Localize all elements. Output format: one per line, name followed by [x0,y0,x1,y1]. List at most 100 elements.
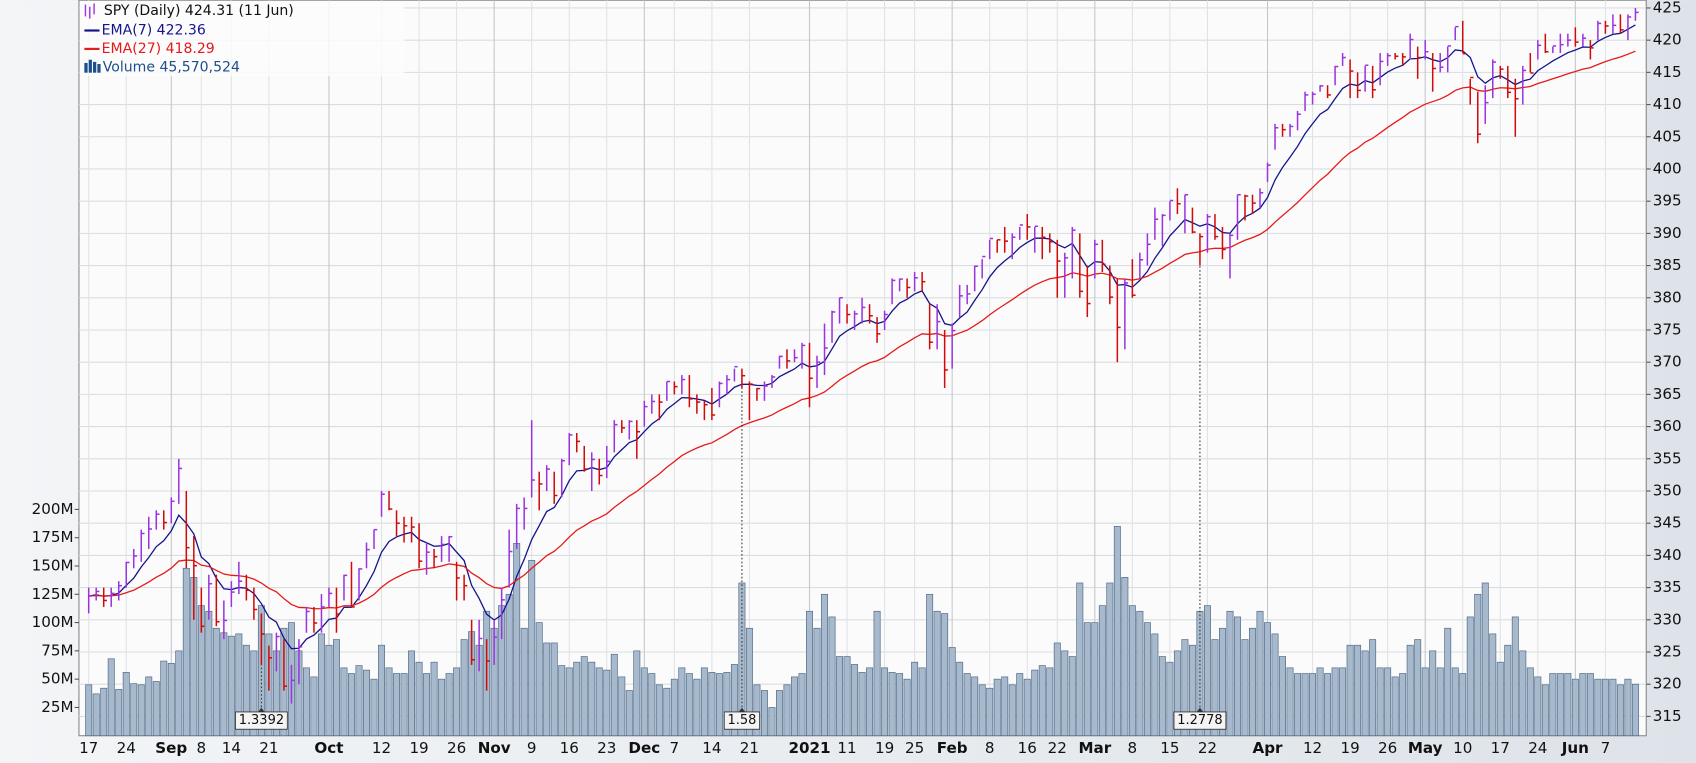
x-tick-label: 8 [1128,739,1138,757]
volume-bar [378,644,385,737]
legend-background [80,1,405,76]
x-tick-label: 26 [447,739,466,757]
volume-bar [1031,669,1039,737]
volume-bar [963,673,971,737]
x-tick-label: Feb [937,739,968,757]
volume-bar [445,673,453,737]
volume-bar [1361,650,1369,737]
volume-bar [1211,639,1219,737]
volume-bar [1241,639,1249,737]
volume-bar [115,689,123,737]
volume-bar [235,633,243,737]
x-tick-label: 19 [1340,739,1359,757]
x-tick-label: 26 [1378,739,1397,757]
volume-bar [1046,667,1054,737]
volume-bar [1309,673,1317,737]
volume-bar [355,665,363,737]
volume-bar [1121,576,1129,737]
x-tick-label: 12 [372,739,391,757]
volume-bar [1549,673,1557,737]
volume-bar [1001,676,1009,737]
x-tick-label: Oct [314,739,343,757]
volume-bar [550,642,558,737]
volume-bar [933,610,941,737]
volume-bar [145,676,153,737]
volume-bar [1451,667,1459,737]
volume-bar [1316,667,1324,737]
volume-bar [1294,673,1302,737]
volume-bar [92,693,100,737]
volume-bar [941,613,949,737]
volume-bar [212,627,220,737]
y-tick-label: 360 [1653,417,1682,435]
y-tick-label: 330 [1653,610,1682,628]
volume-bar [1586,673,1594,737]
volume-bar [693,678,701,737]
volume-bar [160,660,168,737]
x-tick-label: 22 [1198,739,1217,757]
axes-layer: 315 320 325 330 335 340 345 350 355 360 365 370 375 3… [32,0,1682,757]
legend-value: 45,570,524 [159,59,239,75]
y-tick-label: 365 [1653,385,1682,403]
volume-tick-label: 200M [32,500,74,518]
volume-bar [1016,673,1024,737]
volume-bar [565,667,573,737]
y-tick-label: 375 [1653,320,1682,338]
volume-bar [558,665,566,737]
volume-bar [1091,622,1099,737]
y-tick-label: 325 [1653,643,1682,661]
legend-entry: EMA(7) 422.36 [102,23,206,39]
x-tick-label: 25 [905,739,924,757]
volume-bar [1421,667,1429,737]
volume-bar [836,656,843,737]
volume-bar [1151,633,1159,737]
x-tick-label: 24 [117,739,136,757]
volume-bar [505,593,513,737]
volume-bar [873,610,881,737]
volume-bar [768,707,776,737]
volume-bar [137,684,145,737]
x-tick-label: 8 [197,739,207,757]
dividend-label: 1.58 [727,713,756,728]
volume-tick-label: 100M [32,613,74,631]
volume-bar [1556,673,1564,737]
volume-bar [911,661,919,737]
volume-bar [175,650,183,737]
y-tick-label: 390 [1653,224,1682,242]
volume-bar [1481,582,1489,737]
volume-bar [603,669,611,737]
volume-bar [896,673,904,737]
volume-bar [400,673,408,737]
volume-bar [1511,616,1519,737]
volume-bar [205,610,213,737]
volume-bar [783,684,791,737]
volume-bar [1301,673,1309,737]
volume-bar [1444,627,1452,737]
y-tick-label: 370 [1653,353,1682,371]
volume-bar [1399,673,1407,737]
volume-bar [700,667,708,737]
volume-bar [648,673,656,737]
volume-bar [325,644,333,737]
volume-bar [776,690,783,737]
x-tick-label: 14 [702,739,721,757]
volume-bar [1406,644,1414,737]
y-tick-label: 340 [1653,546,1682,564]
volume-bar [1271,633,1279,737]
volume-bar [866,667,874,737]
volume-bar [1143,622,1151,737]
x-tick-label: 2021 [788,739,830,757]
volume-bar [1376,667,1384,737]
volume-bar [370,678,378,737]
volume-bar [1594,678,1602,737]
volume-bar [1571,678,1579,737]
volume-bar [1076,582,1084,737]
y-tick-label: 425 [1653,0,1682,16]
volume-bar [595,667,603,737]
volume-bar [1279,656,1286,737]
volume-bar [1023,678,1031,737]
x-tick-label: Sep [155,739,187,757]
dividend-pointer [738,707,746,712]
volume-bar [363,669,370,737]
legend-entry: Volume 45,570,524 [103,59,240,75]
